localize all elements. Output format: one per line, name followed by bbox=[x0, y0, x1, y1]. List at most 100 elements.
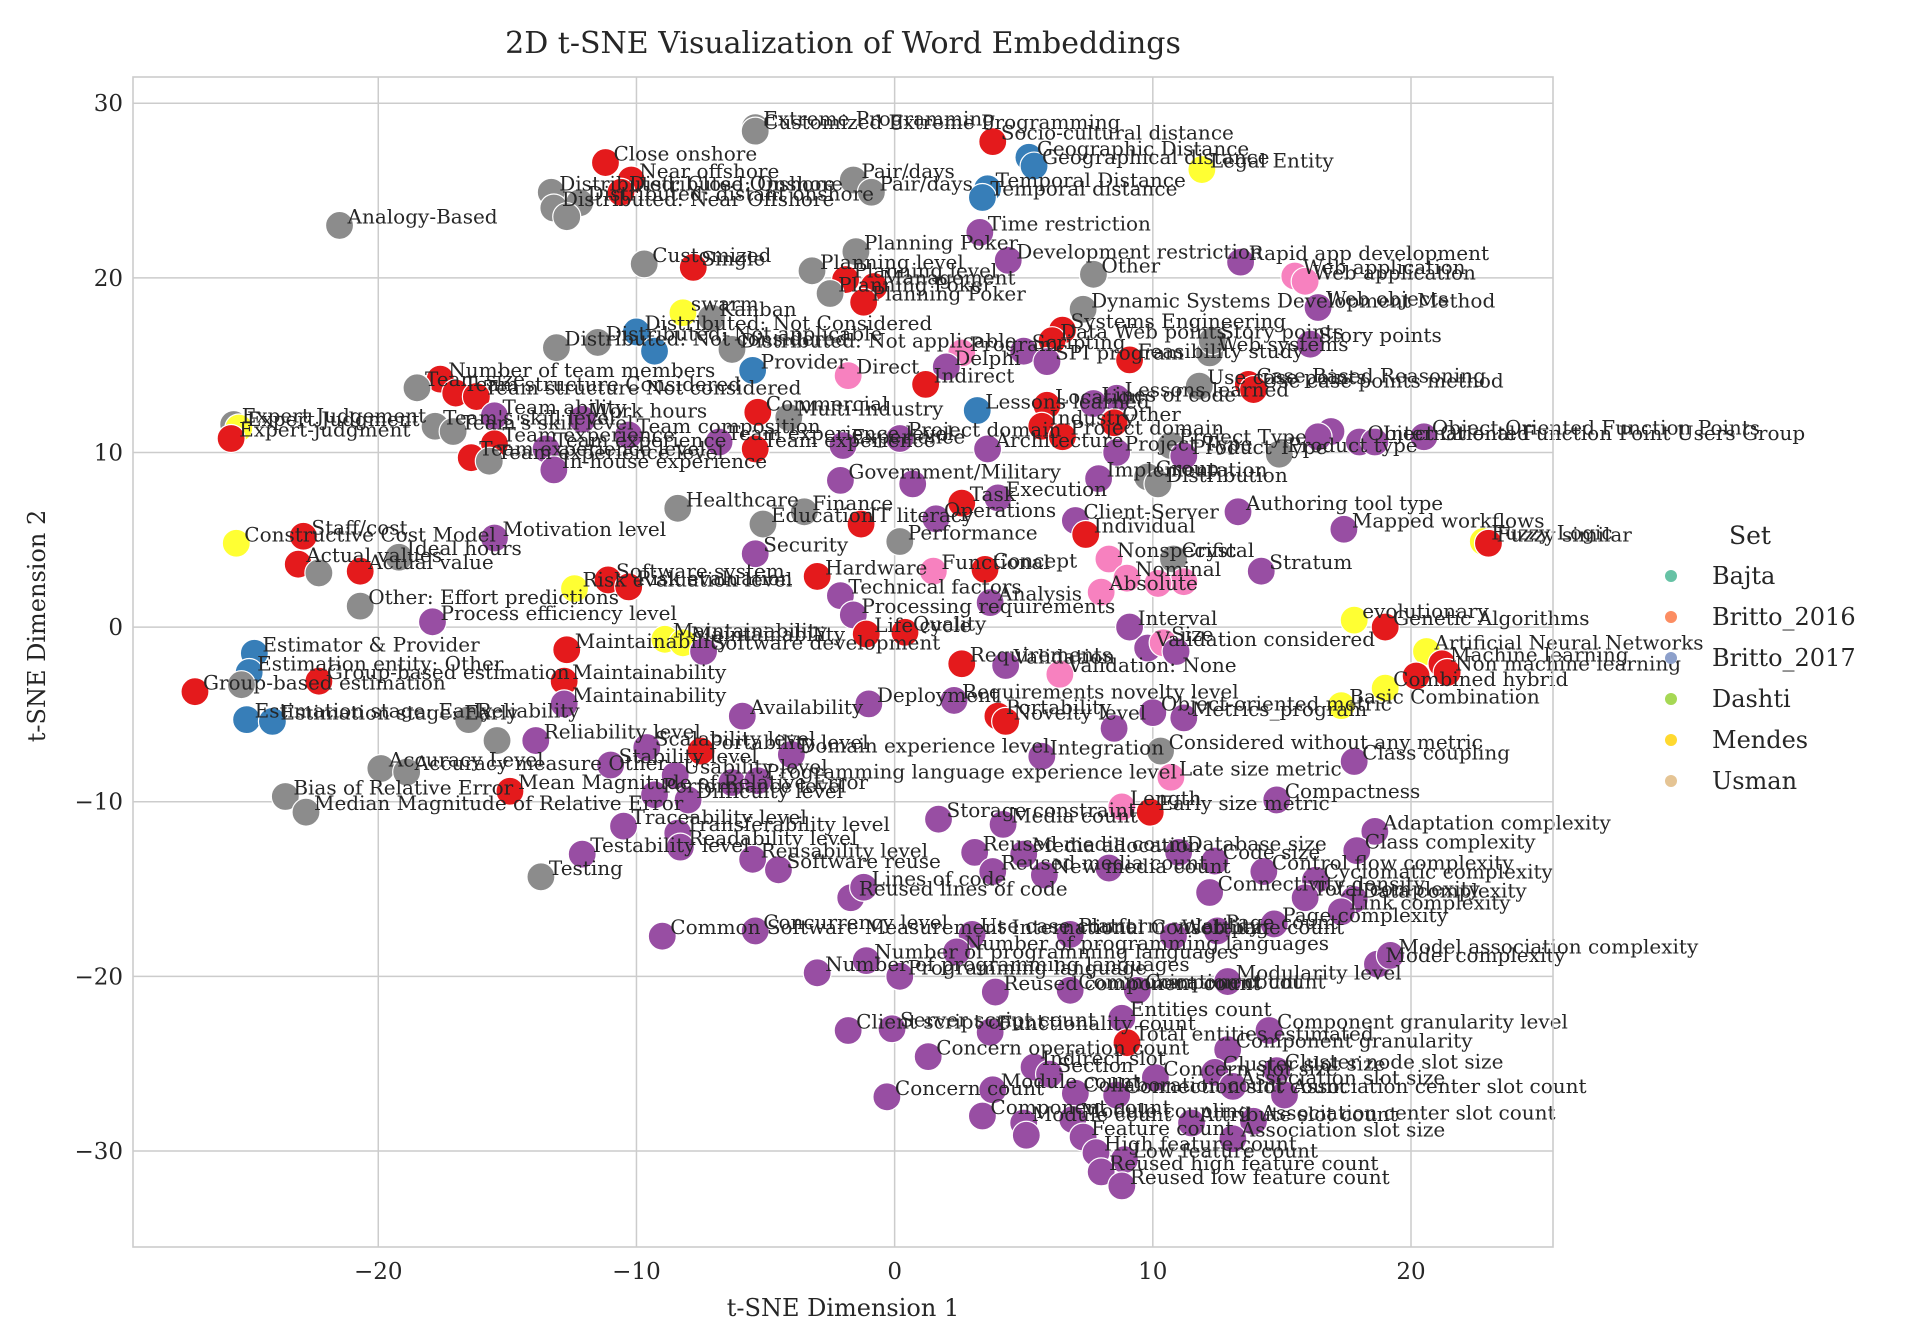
point-label: Compactness bbox=[1285, 779, 1421, 803]
point-label: Healthcare bbox=[686, 487, 799, 511]
point-label: Reliability level bbox=[544, 720, 701, 744]
x-tick-label: 20 bbox=[1396, 1259, 1425, 1285]
data-point bbox=[678, 252, 708, 282]
point-label: Work hours bbox=[590, 398, 707, 422]
point-label: Module coupling bbox=[1081, 1099, 1251, 1123]
data-point bbox=[991, 650, 1021, 681]
data-point bbox=[1107, 1171, 1137, 1201]
point-label: Attribute slot count bbox=[1199, 1102, 1398, 1126]
data-point bbox=[1034, 1059, 1065, 1089]
point-label: Object-oriented metric bbox=[1161, 692, 1392, 716]
x-axis-label: t-SNE Dimension 1 bbox=[727, 1294, 959, 1322]
point-label: Testing bbox=[549, 856, 623, 880]
data-point bbox=[1112, 1028, 1142, 1058]
data-point bbox=[967, 182, 998, 213]
data-point bbox=[980, 977, 1010, 1007]
data-point bbox=[970, 554, 1000, 585]
point-label: Maintainability bbox=[673, 618, 828, 642]
point-label: Use case points bbox=[1207, 365, 1366, 389]
point-label: Basic Combination bbox=[1349, 685, 1540, 709]
data-point bbox=[815, 278, 845, 309]
legend-label: Usman bbox=[1712, 767, 1797, 795]
legend-marker bbox=[1665, 570, 1677, 582]
point-label: Stratum bbox=[1269, 550, 1352, 574]
point-label: Dynamic Systems Development Method bbox=[1091, 288, 1495, 312]
data-point bbox=[567, 839, 597, 869]
data-point bbox=[1303, 292, 1333, 323]
data-point bbox=[939, 685, 969, 716]
point-label: Other bbox=[1122, 402, 1181, 426]
point-label: swarm bbox=[691, 292, 759, 316]
data-point bbox=[1269, 1080, 1300, 1110]
point-label: Project Type bbox=[1125, 431, 1253, 455]
legend-label: Britto_2016 bbox=[1712, 603, 1856, 631]
point-label: Software development bbox=[712, 631, 941, 655]
point-label: Model association complexity bbox=[1398, 934, 1699, 958]
point-label: Team composition bbox=[637, 414, 821, 438]
data-point bbox=[495, 776, 525, 806]
point-label: Transferability level bbox=[686, 812, 890, 836]
data-point bbox=[885, 526, 915, 557]
data-point bbox=[1295, 329, 1325, 359]
point-label: Module count bbox=[1032, 1102, 1172, 1126]
data-point bbox=[738, 355, 768, 385]
point-label: Distributed: Not considered bbox=[564, 327, 848, 351]
point-label: Architecture bbox=[995, 428, 1124, 452]
point-label: Distributed: Not applicable bbox=[740, 328, 1017, 352]
data-point bbox=[1143, 568, 1173, 599]
point-label: Validation bbox=[1013, 644, 1116, 668]
point-label: Actual values bbox=[305, 543, 442, 567]
data-point bbox=[748, 509, 778, 539]
point-label: Database size bbox=[1187, 831, 1327, 855]
data-point bbox=[911, 369, 941, 399]
point-label: Association slot size bbox=[1240, 1118, 1445, 1142]
point-label: Number of programming languages bbox=[965, 931, 1329, 955]
point-label: Total entities estimated bbox=[1135, 1022, 1374, 1046]
point-label: Planning Poker bbox=[838, 273, 993, 297]
data-point bbox=[960, 837, 990, 867]
data-point bbox=[270, 781, 300, 812]
point-label: Connection slot count bbox=[1125, 1074, 1347, 1098]
point-label: Constructive Cost Model bbox=[244, 522, 496, 546]
point-label: Maintainability bbox=[572, 660, 727, 684]
data-point bbox=[975, 1017, 1005, 1047]
data-point bbox=[482, 725, 512, 756]
data-point bbox=[180, 677, 210, 707]
point-label: Product Type bbox=[1192, 435, 1328, 459]
legend-title: Set bbox=[1729, 521, 1771, 550]
point-label: Finance bbox=[812, 491, 893, 515]
y-axis-ticks: −30 −20 −10 0 10 20 30 bbox=[74, 91, 123, 1165]
data-point bbox=[1019, 151, 1049, 181]
point-label: Individual bbox=[1094, 514, 1196, 538]
point-label: Software reuse bbox=[786, 849, 940, 873]
legend-label: Bajta bbox=[1712, 562, 1775, 590]
data-point bbox=[1099, 408, 1129, 438]
point-label: Machine learning bbox=[1450, 643, 1629, 667]
point-label: Web page count bbox=[1181, 915, 1344, 939]
data-point bbox=[1145, 736, 1176, 766]
point-label: Temporal Distance bbox=[996, 168, 1186, 192]
point-label: Location bbox=[1055, 384, 1143, 408]
point-label: Maintainability bbox=[691, 622, 846, 646]
data-point bbox=[1071, 519, 1101, 550]
point-label: Estimation stage: Early bbox=[255, 699, 493, 723]
data-point bbox=[392, 757, 422, 787]
y-tick-label: −20 bbox=[74, 964, 123, 990]
point-label: Group bbox=[1156, 456, 1219, 480]
data-point bbox=[856, 177, 887, 207]
point-label: Domain experience level bbox=[799, 734, 1049, 758]
data-point bbox=[1409, 422, 1439, 452]
data-point bbox=[1213, 1035, 1243, 1065]
data-point bbox=[438, 416, 468, 447]
point-label: Reused media count bbox=[983, 831, 1189, 855]
data-point bbox=[797, 256, 827, 286]
data-point bbox=[1094, 853, 1124, 883]
point-label: Development restriction bbox=[1016, 239, 1263, 263]
point-label: Median Magnitude of Relative Error bbox=[314, 791, 684, 815]
point-label: Page count bbox=[1225, 910, 1338, 934]
data-point bbox=[559, 574, 590, 604]
data-point bbox=[614, 420, 644, 450]
data-point bbox=[776, 739, 806, 770]
legend-label: Dashti bbox=[1712, 685, 1791, 713]
